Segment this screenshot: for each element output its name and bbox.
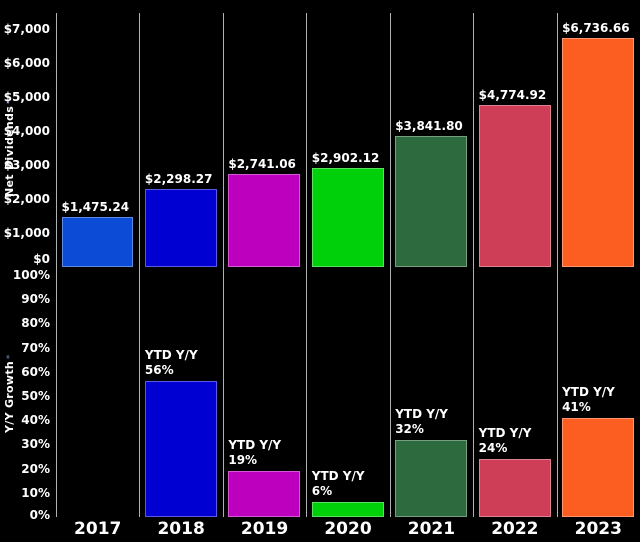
ytd-yy-percent: 6% (311, 484, 333, 499)
ytd-yy-prefix: YTD Y/Y (228, 438, 282, 453)
x-tick-label-2022: 2022 (491, 519, 539, 539)
ytd-yy-percent: 24% (478, 440, 508, 455)
net-dividends-value-label-2021: $3,841.80 (395, 119, 463, 134)
y-tick-label-yy-growth: 0% (29, 508, 50, 522)
ytd-yy-prefix: YTD Y/Y (144, 348, 198, 363)
y-tick-label-yy-growth: 100% (12, 268, 50, 282)
x-tick-label-2020: 2020 (324, 519, 372, 539)
net-dividends-bar-2021 (395, 136, 468, 267)
ytd-yy-percent: 56% (144, 363, 174, 378)
grid-column-2018 (139, 13, 223, 517)
yy-growth-value-label-2019: YTD Y/Y 19% (228, 438, 281, 468)
grid-column-2021 (389, 13, 474, 517)
ytd-yy-prefix: YTD Y/Y (311, 469, 365, 484)
net-dividends-value-label-2022: $4,774.92 (478, 87, 547, 102)
yy-growth-bar-2021 (395, 439, 468, 517)
yy-growth-value-label-2021: YTD Y/Y 32% (395, 407, 448, 437)
y-tick-label-yy-growth: 10% (21, 485, 50, 500)
yy-growth-bar-2019 (228, 471, 301, 517)
net-dividends-bar-2023 (562, 37, 634, 267)
y-tick-label-net-dividends: $4,000 (3, 123, 50, 138)
ytd-yy-prefix: YTD Y/Y (395, 406, 448, 421)
x-tick-label-2017: 2017 (74, 519, 122, 539)
net-dividends-bar-2020 (311, 168, 384, 267)
y-tick-label-net-dividends: $0 (33, 252, 50, 266)
yy-growth-bar-2020 (311, 502, 384, 517)
y-tick-label-net-dividends: $1,000 (3, 225, 50, 240)
yy-growth-value-label-2022: YTD Y/Y 24% (479, 426, 532, 456)
yy-growth-bar-2018 (144, 381, 217, 517)
net-dividends-bar-2018 (144, 188, 217, 267)
net-dividends-value-label-2020: $2,902.12 (311, 151, 380, 166)
net-dividends-bar-2017 (61, 216, 134, 267)
y-tick-label-net-dividends: $3,000 (3, 157, 50, 172)
grid-column-2017 (56, 13, 140, 517)
yy-growth-bar-2022 (478, 458, 551, 517)
y-tick-label-yy-growth: 40% (21, 413, 50, 428)
ytd-yy-percent: 19% (228, 453, 258, 468)
yy-growth-value-label-2018: YTD Y/Y 56% (145, 348, 198, 378)
net-dividends-value-label-2019: $2,741.06 (228, 156, 296, 171)
net-dividends-value-label-2017: $1,475.24 (61, 199, 130, 214)
y-axis-label-net-dividends-text: Net Dividends (3, 105, 16, 197)
yy-growth-bar-2023 (562, 417, 634, 517)
y-tick-label-yy-growth: 90% (21, 292, 50, 307)
net-dividends-value-label-2023: $6,736.66 (562, 20, 630, 35)
ytd-yy-percent: 41% (562, 399, 591, 414)
net-dividends-bar-2022 (478, 104, 551, 267)
grid-column-2022 (473, 13, 557, 517)
ytd-yy-prefix: YTD Y/Y (478, 425, 532, 440)
ytd-yy-percent: 32% (395, 421, 424, 436)
net-dividends-bar-2019 (228, 173, 301, 267)
y-tick-label-net-dividends: $6,000 (3, 55, 50, 70)
x-tick-label-2018: 2018 (157, 519, 205, 539)
y-tick-label-yy-growth: 80% (21, 316, 50, 331)
grid-column-2020 (306, 13, 390, 517)
x-tick-label-2021: 2021 (407, 519, 456, 539)
y-tick-label-net-dividends: $7,000 (3, 21, 50, 36)
y-tick-label-yy-growth: 70% (21, 340, 50, 355)
x-tick-label-2019: 2019 (240, 519, 289, 539)
ytd-yy-prefix: YTD Y/Y (562, 384, 615, 399)
y-tick-label-yy-growth: 60% (21, 364, 50, 379)
y-tick-label-yy-growth: 50% (21, 389, 50, 403)
yy-growth-value-label-2023: YTD Y/Y 41% (562, 385, 615, 415)
yy-growth-value-label-2020: YTD Y/Y 6% (312, 469, 365, 499)
y-tick-label-net-dividends: $2,000 (3, 191, 50, 206)
y-tick-label-net-dividends: $5,000 (3, 89, 50, 104)
net-dividends-value-label-2018: $2,298.27 (144, 171, 213, 186)
grid-column-2023 (556, 13, 640, 517)
y-tick-label-yy-growth: 30% (21, 437, 50, 452)
x-tick-label-2023: 2023 (574, 519, 622, 539)
grid-column-2019 (222, 13, 307, 517)
footnote-asterisk-icon: * (5, 354, 14, 360)
y-tick-label-yy-growth: 20% (21, 461, 50, 476)
